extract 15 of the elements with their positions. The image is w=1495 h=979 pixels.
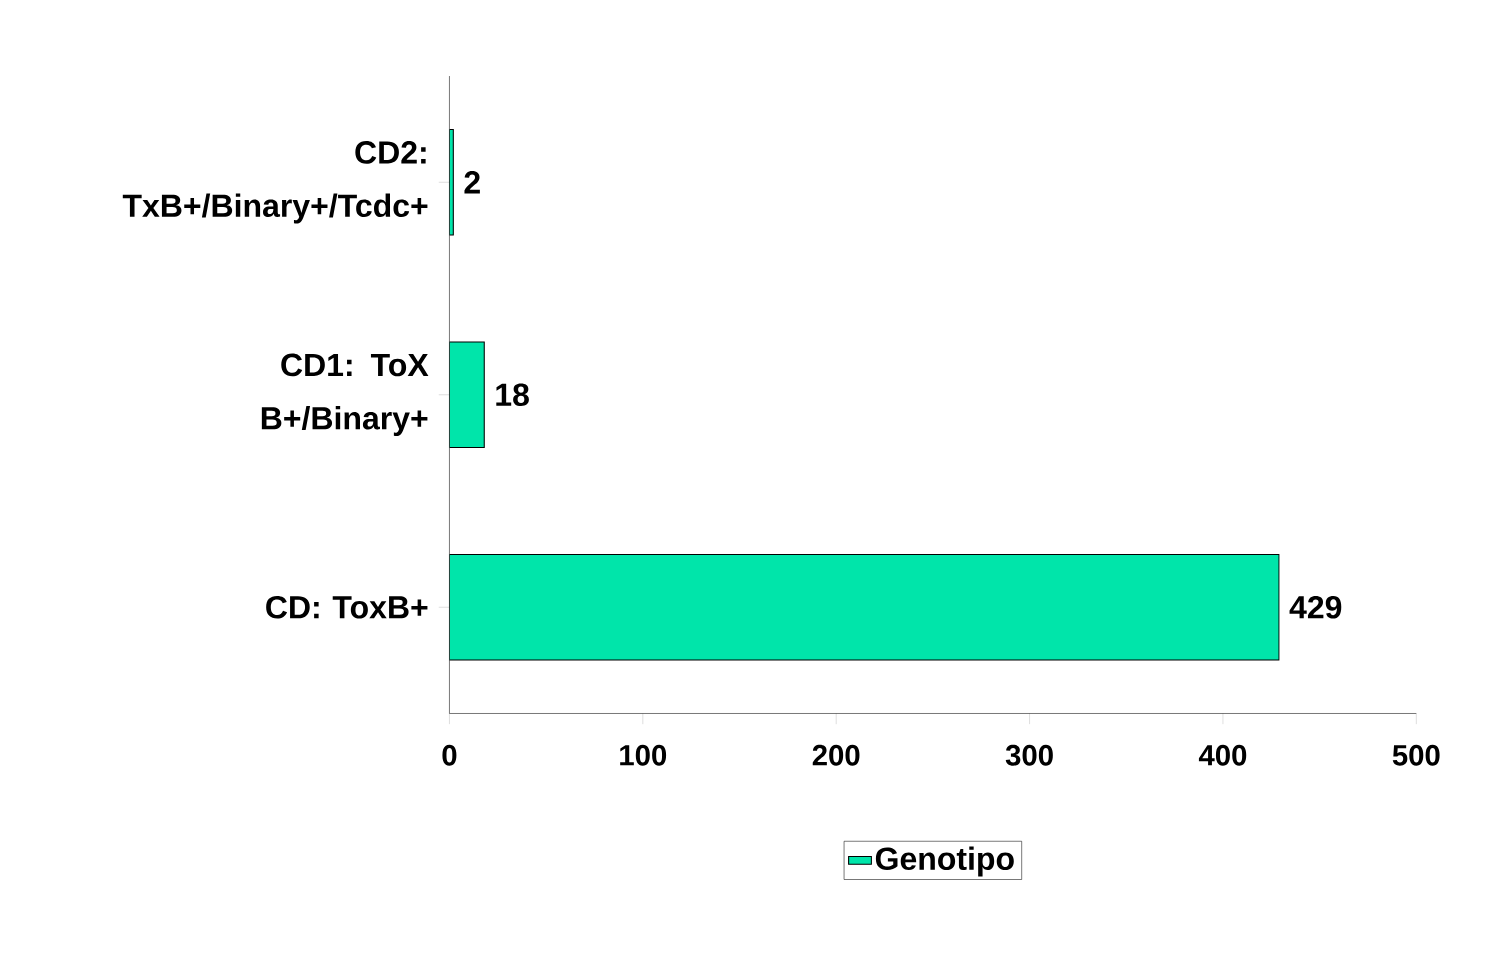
data-label: 429: [1289, 595, 1342, 619]
data-label: 18: [496, 383, 529, 407]
x-tick-label: 300: [1005, 744, 1053, 766]
y-tick-label: CD2: TxB+/Binary+/Tcdc+: [122, 141, 428, 224]
x-tick-label: 500: [1392, 744, 1440, 766]
legend-label: Genotipo: [875, 846, 1014, 877]
x-tick-label: 100: [620, 744, 667, 766]
bar: [449, 554, 1280, 661]
bar: [449, 341, 485, 449]
y-tick-label: CD1: ToX B+/Binary+: [261, 353, 429, 436]
x-tick-label: 200: [812, 744, 860, 766]
x-tick-label: 0: [442, 744, 457, 766]
x-tick-label: 400: [1198, 744, 1247, 766]
data-label: 2: [464, 171, 480, 194]
y-tick-label: CD: ToxB+: [266, 595, 428, 619]
